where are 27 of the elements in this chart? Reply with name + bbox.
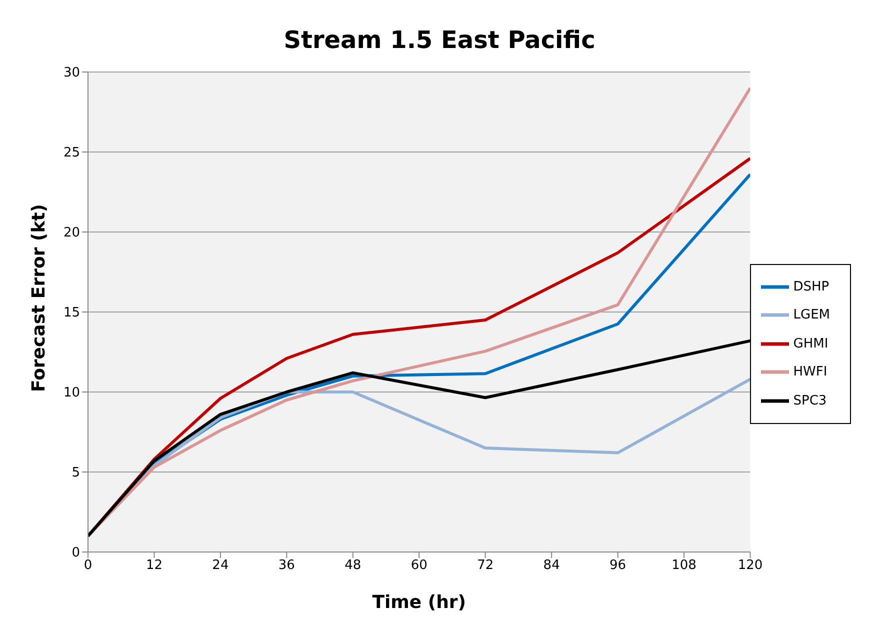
legend-label: GHMI	[793, 336, 828, 352]
legend-label: SPC3	[793, 393, 827, 408]
x-tick-label: 120	[738, 558, 763, 574]
x-tick-label: 108	[672, 558, 696, 574]
x-tick-label: 60	[410, 558, 428, 574]
legend-label: DSHP	[793, 279, 830, 294]
x-tick-label: 48	[344, 558, 362, 574]
y-tick-label: 10	[63, 386, 80, 401]
x-tick-label: 84	[543, 558, 560, 574]
x-axis-title: Time (hr)	[372, 592, 466, 613]
line-series	[88, 86, 750, 538]
x-tick-label: 12	[146, 558, 162, 574]
legend-label: LGEM	[793, 308, 830, 323]
x-tick-label: 96	[610, 558, 626, 574]
y-tick-label: 0	[72, 546, 80, 561]
x-tick-label: 72	[477, 558, 494, 574]
y-tick-label: 20	[63, 226, 80, 241]
y-axis-title: Forecast Error (kt)	[28, 204, 50, 392]
x-tick-label: 0	[84, 558, 92, 574]
y-tick-label: 25	[63, 146, 80, 161]
x-tick-label: 24	[212, 558, 229, 574]
y-tick-label: 30	[63, 66, 80, 81]
y-tick-label: 15	[63, 306, 80, 321]
y-tick-label: 5	[72, 466, 80, 481]
chart-title: Stream 1.5 East Pacific	[282, 25, 596, 56]
legend-label: HWFI	[793, 364, 828, 380]
x-tick-label: 36	[278, 558, 295, 574]
